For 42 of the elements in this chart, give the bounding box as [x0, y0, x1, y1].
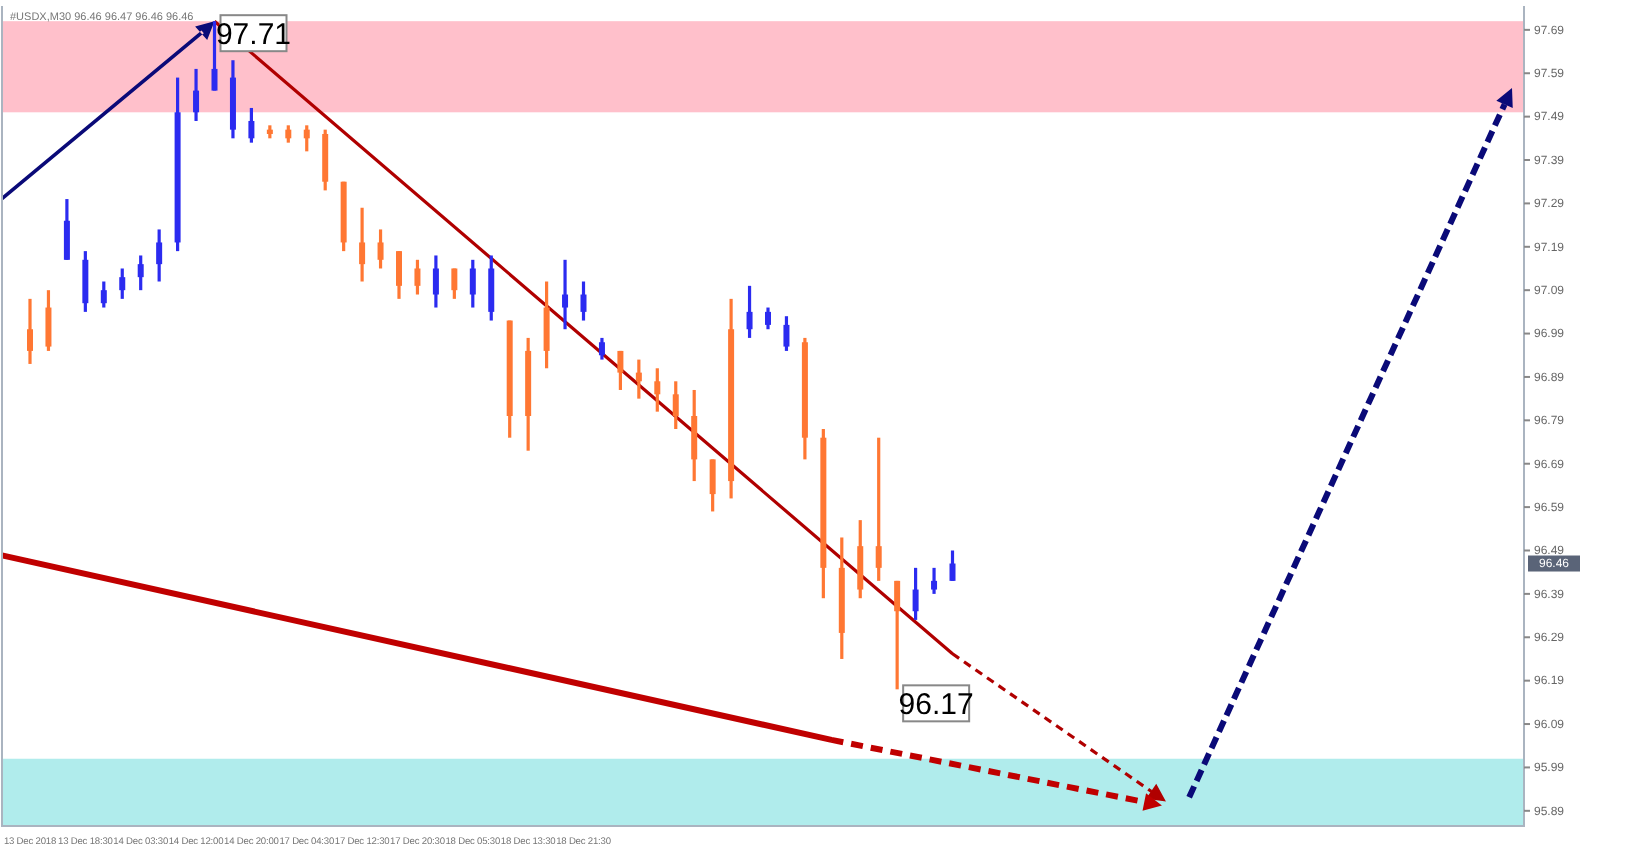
- candlestick: [894, 579, 901, 691]
- candlestick: [303, 123, 310, 153]
- candlestick: [635, 358, 642, 401]
- candlestick: [137, 253, 144, 292]
- candlestick: [396, 249, 402, 301]
- candlestick: [931, 566, 938, 596]
- candlestick: [45, 288, 52, 353]
- candlestick: [359, 206, 366, 284]
- candlestick: [27, 297, 33, 366]
- candlestick: [63, 197, 70, 262]
- candlestick: [156, 227, 163, 284]
- candlestick: [488, 253, 495, 323]
- candlestick: [746, 284, 753, 340]
- candlestick: [248, 106, 255, 145]
- candlestick: [82, 249, 89, 314]
- annotation: 97.71: [215, 17, 292, 52]
- candlestick: [783, 314, 790, 353]
- candlestick: [949, 548, 956, 583]
- candlestick: [322, 128, 329, 192]
- candlestick: [543, 279, 550, 370]
- candlestick: [617, 349, 624, 392]
- candlestick: [857, 518, 864, 600]
- candlestick: [691, 388, 698, 483]
- candlestick: [672, 379, 679, 431]
- candlestick: [598, 336, 605, 362]
- candlestick: [875, 436, 882, 583]
- candlestick: [451, 266, 458, 301]
- candlestick: [432, 253, 439, 310]
- candlestick: [580, 279, 587, 323]
- candlestick: [765, 305, 771, 331]
- candlestick: [211, 19, 218, 93]
- candlestick: [119, 266, 126, 301]
- candlestick: [709, 457, 716, 514]
- candlestick: [100, 279, 107, 310]
- candlestick: [469, 258, 476, 310]
- candlestick: [654, 366, 661, 414]
- candlestick: [377, 227, 384, 271]
- candlestick: [562, 258, 569, 331]
- candlestick: [912, 566, 919, 622]
- candlestick: [193, 67, 200, 123]
- annotation: 96.17: [898, 687, 974, 722]
- candlestick: [414, 258, 421, 297]
